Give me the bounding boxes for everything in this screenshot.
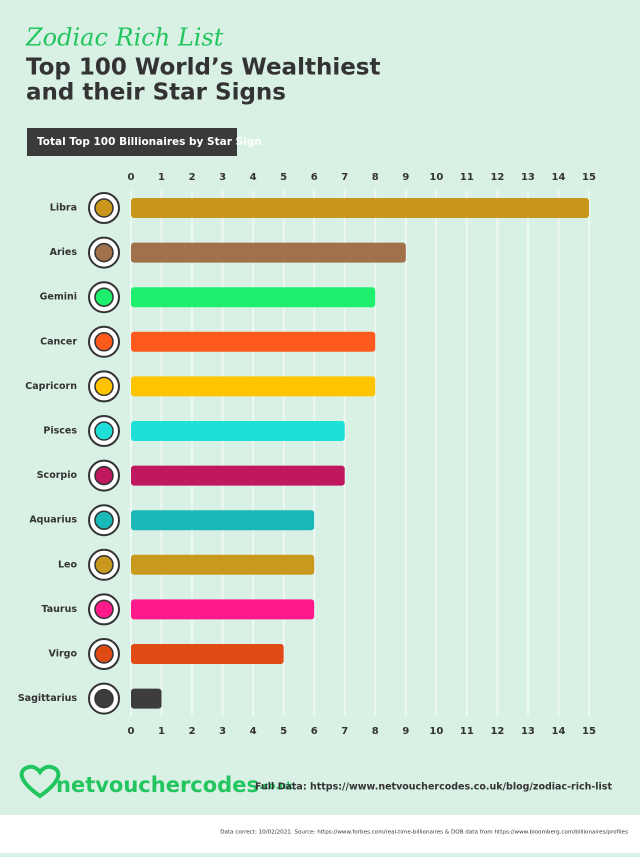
x-tick-label: 7 xyxy=(341,172,348,183)
sign-icon-fill xyxy=(94,198,114,218)
x-tick-label: 7 xyxy=(341,726,348,737)
bar xyxy=(131,554,315,575)
subtitle: Total Top 100 Billionaires by Star Sign xyxy=(37,136,262,148)
plot: 0011223344556677889910101111121213131414… xyxy=(18,172,596,737)
x-tick-label: 3 xyxy=(219,172,226,183)
category-label: Sagittarius xyxy=(18,693,78,704)
category-label: Capricorn xyxy=(25,381,77,392)
category-label: Virgo xyxy=(49,649,78,660)
bar xyxy=(131,644,284,664)
x-tick-label: 5 xyxy=(280,726,287,737)
x-tick-label: 6 xyxy=(311,172,318,183)
full-data: Full Data: https://www.netvouchercodes.c… xyxy=(255,782,612,793)
x-tick-label: 12 xyxy=(490,726,504,737)
logo-name: netvouchercodes xyxy=(56,773,259,797)
category-label: Scorpio xyxy=(37,470,78,481)
x-tick-label: 14 xyxy=(552,726,566,737)
bar xyxy=(131,331,376,352)
x-tick-label: 8 xyxy=(372,726,379,737)
bar xyxy=(131,688,162,709)
bar xyxy=(131,198,589,218)
sign-icon-fill xyxy=(94,688,114,709)
logo: netvouchercodes.co.uk xyxy=(19,764,293,799)
x-tick-label: 10 xyxy=(429,172,443,183)
x-tick-label: 1 xyxy=(158,172,165,183)
bar xyxy=(131,465,345,486)
x-tick-label: 9 xyxy=(402,172,409,183)
bar xyxy=(131,421,345,441)
x-tick-label: 12 xyxy=(490,172,504,183)
sign-icon-fill xyxy=(94,332,114,352)
x-tick-label: 2 xyxy=(189,172,196,183)
x-tick-label: 1 xyxy=(158,726,165,737)
bar xyxy=(131,599,315,620)
x-tick-label: 11 xyxy=(460,726,474,737)
x-tick-label: 14 xyxy=(552,172,566,183)
category-label: Leo xyxy=(58,559,77,570)
sign-icon-fill xyxy=(94,510,114,530)
sign-icon-fill xyxy=(94,287,114,307)
subtitle-box xyxy=(27,128,237,156)
sign-icon-fill xyxy=(94,599,114,620)
x-tick-label: 6 xyxy=(311,726,318,737)
sign-icon-fill xyxy=(94,555,114,575)
sign-icon-fill xyxy=(94,376,114,397)
logo-heart xyxy=(19,764,61,799)
bar xyxy=(131,287,376,308)
x-tick-label: 9 xyxy=(402,726,409,737)
x-tick-label: 5 xyxy=(280,172,287,183)
title-line: Top 100 World’s Wealthiest xyxy=(26,55,381,81)
sign-icon-fill xyxy=(94,465,114,486)
title-line: and their Star Signs xyxy=(26,80,286,106)
x-tick-label: 4 xyxy=(250,172,257,183)
category-label: Pisces xyxy=(43,426,77,437)
x-tick-label: 8 xyxy=(372,172,379,183)
category-label: Libra xyxy=(50,203,77,214)
x-tick-label: 15 xyxy=(582,172,596,183)
source: Data correct: 10/02/2021. Source: https:… xyxy=(220,830,628,836)
category-label: Aries xyxy=(50,247,78,258)
category-label: Cancer xyxy=(40,336,77,347)
x-tick-label: 4 xyxy=(250,726,257,737)
bar xyxy=(131,242,406,263)
sign-icon-fill xyxy=(94,242,114,263)
category-label: Gemini xyxy=(40,292,77,303)
x-tick-label: 10 xyxy=(429,726,443,737)
x-tick-label: 2 xyxy=(189,726,196,737)
x-tick-label: 15 xyxy=(582,726,596,737)
sign-icon-fill xyxy=(94,644,114,664)
x-tick-label: 13 xyxy=(521,172,535,183)
x-tick-label: 0 xyxy=(128,172,135,183)
sign-icon-fill xyxy=(94,421,114,441)
x-tick-label: 0 xyxy=(128,726,135,737)
logo-text: netvouchercodes.co.uk xyxy=(56,773,293,797)
category-label: Aquarius xyxy=(29,515,77,526)
logo-suffix: .co.uk xyxy=(259,781,294,792)
category-label: Taurus xyxy=(41,604,77,615)
footer-strip xyxy=(0,815,640,853)
bar xyxy=(131,510,315,531)
x-tick-label: 11 xyxy=(460,172,474,183)
x-tick-label: 13 xyxy=(521,726,535,737)
bar xyxy=(131,376,376,397)
kicker: Zodiac Rich List xyxy=(25,24,224,52)
x-tick-label: 3 xyxy=(219,726,226,737)
